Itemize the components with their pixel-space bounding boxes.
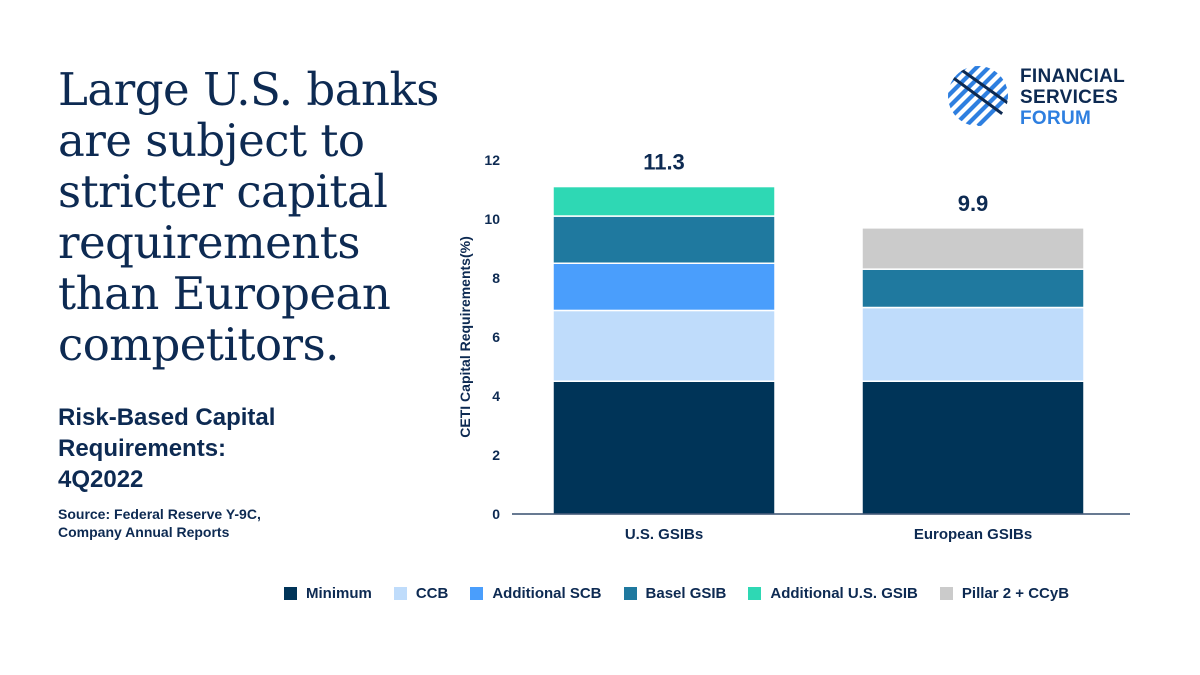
brand-logo-text: FINANCIAL SERVICES FORUM xyxy=(1020,66,1125,129)
headline-line: are subject to xyxy=(58,114,365,167)
bar-segment xyxy=(861,227,1085,270)
y-tick-label: 6 xyxy=(492,329,500,345)
legend-swatch xyxy=(470,586,484,600)
legend-item: Additional U.S. GSIB xyxy=(748,585,918,602)
globe-stripes-icon xyxy=(948,66,1008,126)
x-tick-label: European GSIBs xyxy=(914,526,1032,543)
subtitle-line: Risk-Based Capital xyxy=(58,404,276,431)
legend-item: Minimum xyxy=(284,585,372,602)
legend-item: Basel GSIB xyxy=(623,584,727,602)
headline: Large U.S. banks are subject to stricter… xyxy=(58,64,458,370)
bar-segment xyxy=(861,380,1085,515)
bar-segment xyxy=(552,185,776,217)
bar-total-label: 9.9 xyxy=(958,191,989,216)
legend-label: Basel GSIB xyxy=(645,584,727,602)
x-tick-label: U.S. GSIBs xyxy=(625,526,703,543)
headline-line: requirements xyxy=(58,216,360,269)
legend-swatch xyxy=(623,586,637,600)
subtitle-line: 4Q2022 xyxy=(58,466,144,493)
legend-label: Additional SCB xyxy=(492,584,602,602)
legend-swatch xyxy=(748,586,762,600)
source-note: Source: Federal Reserve Y-9C, Company An… xyxy=(58,505,358,541)
logo-line-1: FINANCIAL xyxy=(1020,66,1126,87)
headline-line: competitors. xyxy=(58,318,339,371)
headline-line: than European xyxy=(58,267,391,320)
legend-item: Additional SCB xyxy=(470,584,602,602)
logo-line-2: SERVICES xyxy=(1020,87,1119,108)
legend-label: Minimum xyxy=(306,584,372,602)
stacked-bar-chart: 0 2 4 6 8 10 12 CETI Capital Requirements(%) 11.… xyxy=(457,150,1130,543)
source-line: Source: Federal Reserve Y-9C, xyxy=(58,506,261,522)
bar-segment xyxy=(861,306,1085,382)
bar-segment xyxy=(552,215,776,265)
bar-segment xyxy=(552,309,776,382)
y-tick-label: 0 xyxy=(492,506,500,522)
y-axis-label: CETI Capital Requirements(%) xyxy=(457,236,473,437)
y-tick-label: 8 xyxy=(492,270,500,286)
bar-segment xyxy=(552,380,776,515)
chart-legend: Minimum CCB Additional SCB Basel GSIB Additi… xyxy=(284,582,1069,604)
subtitle-line: Requirements: xyxy=(58,435,227,462)
y-tick-label: 10 xyxy=(484,211,500,227)
y-tick-label: 4 xyxy=(492,388,500,404)
legend-label: CCB xyxy=(415,584,449,602)
bar-segment xyxy=(861,268,1085,309)
bar-total-label: 11.3 xyxy=(643,150,685,175)
legend-item: CCB xyxy=(393,584,449,602)
legend-label: Pillar 2 + CCyB xyxy=(961,584,1070,602)
logo-line-3: FORUM xyxy=(1020,108,1092,129)
legend-swatch xyxy=(939,586,953,600)
bar-segment xyxy=(552,262,776,312)
headline-line: stricter capital xyxy=(58,165,388,218)
headline-line: Large U.S. banks xyxy=(58,63,439,116)
legend-swatch xyxy=(284,586,297,600)
legend-item: Pillar 2 + CCyB xyxy=(939,584,1070,602)
chart-subtitle: Risk-Based Capital Requirements: 4Q2022 xyxy=(58,402,358,495)
legend-swatch xyxy=(393,586,407,600)
y-tick-label: 2 xyxy=(492,447,500,463)
y-tick-label: 12 xyxy=(484,152,500,168)
legend-label: Additional U.S. GSIB xyxy=(770,584,918,602)
source-line: Company Annual Reports xyxy=(58,524,230,540)
